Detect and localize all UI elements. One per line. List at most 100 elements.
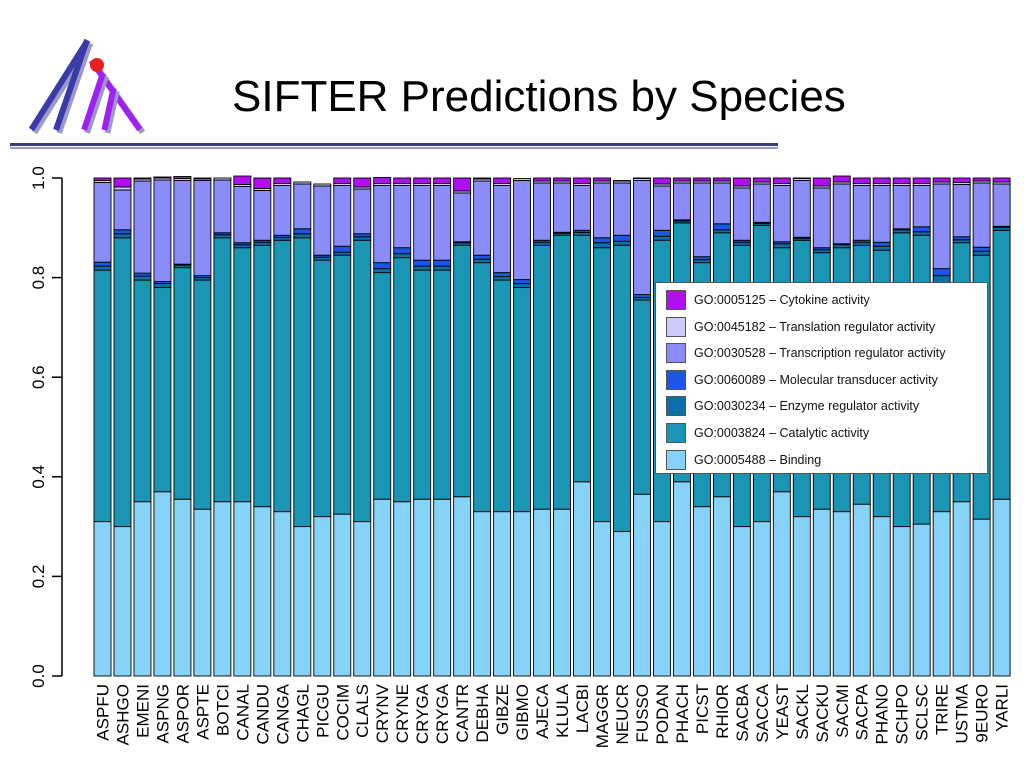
bar-segment xyxy=(732,177,751,187)
category-label: SACCA xyxy=(753,683,772,742)
bar-segment xyxy=(253,177,272,189)
category-label: SCHPO xyxy=(893,684,912,744)
bar-segment xyxy=(573,185,591,231)
bar-segment xyxy=(533,177,552,182)
bar-segment xyxy=(553,177,571,182)
bar-segment xyxy=(413,177,432,184)
bar-segment xyxy=(593,247,611,523)
bar-segment xyxy=(872,241,891,247)
bar-segment xyxy=(652,177,671,185)
y-tick-label: 0.8 xyxy=(29,266,48,290)
legend-label: GO:0030234 – Enzyme regulator activity xyxy=(694,399,920,414)
bar-segment xyxy=(113,229,132,235)
y-tick-label: 0.4 xyxy=(29,465,48,489)
bar-segment xyxy=(473,511,492,677)
bar-segment xyxy=(473,254,492,260)
bar-segment xyxy=(473,177,492,180)
legend-swatch xyxy=(666,343,686,364)
bar-segment xyxy=(832,511,851,677)
bar-segment xyxy=(672,177,691,182)
bar-segment xyxy=(213,501,232,677)
bar-segment xyxy=(912,185,931,228)
category-label: SCLSC xyxy=(913,684,932,741)
bar-segment xyxy=(692,506,711,677)
bar-segment xyxy=(912,226,931,233)
bar-segment xyxy=(513,511,532,677)
bar-segment xyxy=(812,177,831,187)
legend-item: GO:0003824 – Catalytic activity xyxy=(666,423,869,443)
bar-segment xyxy=(972,250,991,256)
bar-segment xyxy=(293,181,312,185)
bar-segment xyxy=(593,177,611,182)
title-underline-dark xyxy=(10,143,778,146)
bar-segment xyxy=(752,183,771,223)
category-label: PHANO xyxy=(873,684,892,744)
legend-swatch xyxy=(666,369,686,390)
bar-segment xyxy=(233,501,252,677)
bar-segment xyxy=(453,192,472,243)
legend-swatch xyxy=(666,423,686,443)
category-label: COCIM xyxy=(333,684,352,741)
bar-segment xyxy=(912,523,931,677)
bar-segment xyxy=(912,177,931,184)
bar-segment xyxy=(213,237,232,503)
category-label: BOTCI xyxy=(213,684,232,736)
bar-segment xyxy=(133,275,152,281)
bar-segment xyxy=(393,185,412,249)
bar-segment xyxy=(872,177,891,184)
bar-segment xyxy=(553,508,571,677)
bar-segment xyxy=(852,185,871,241)
bar-segment xyxy=(892,185,911,230)
bar-segment xyxy=(493,511,512,677)
category-label: KLULA xyxy=(553,683,572,738)
bar-segment xyxy=(333,245,352,253)
bar-segment xyxy=(353,188,372,235)
category-label: ASPNG xyxy=(153,684,172,744)
bar-segment xyxy=(293,237,312,528)
bar-segment xyxy=(892,526,911,677)
category-label: PHACH xyxy=(673,684,692,744)
legend-item: GO:0005488 – Binding xyxy=(666,449,821,470)
bar-segment xyxy=(533,244,552,510)
bar-segment xyxy=(93,261,112,267)
category-label: AJECA xyxy=(533,683,552,738)
category-label: EMENI xyxy=(133,684,152,738)
bar-segment xyxy=(872,245,891,251)
bar-segment xyxy=(712,182,731,225)
category-label: PICST xyxy=(693,684,712,734)
category-label: CLALS xyxy=(353,684,372,738)
bar-segment xyxy=(353,239,372,523)
legend-item: GO:0045182 – Translation regulator activ… xyxy=(666,316,935,337)
bar-segment xyxy=(493,177,512,184)
category-label: GIBMO xyxy=(513,684,532,741)
bar-segment xyxy=(652,229,671,237)
category-label: CRYGA xyxy=(433,683,452,744)
bar-segment xyxy=(273,511,292,677)
bar-segment xyxy=(812,187,831,249)
y-tick-label: 0.6 xyxy=(29,365,48,389)
bar-segment xyxy=(413,265,432,271)
category-label: PODAN xyxy=(653,684,672,744)
bar-segment xyxy=(992,498,1011,677)
category-label: USTMA xyxy=(953,683,972,743)
category-label: SACKU xyxy=(813,684,832,743)
bar-segment xyxy=(493,279,512,513)
category-label: SACPA xyxy=(853,683,872,740)
chart-legend: GO:0005125 – Cytokine activity GO:0045182… xyxy=(655,282,988,474)
bar-segment xyxy=(712,223,731,231)
bar-segment xyxy=(852,503,871,677)
bar-segment xyxy=(293,183,312,230)
bar-segment xyxy=(633,493,651,677)
bar-segment xyxy=(453,496,472,677)
category-label: DEBHA xyxy=(473,683,492,742)
bar-segment xyxy=(433,498,452,677)
bar-segment xyxy=(732,526,751,677)
bar-segment xyxy=(313,183,332,187)
bar-segment xyxy=(213,179,232,234)
bar-segment xyxy=(253,189,272,241)
bar-segment xyxy=(393,247,412,255)
bar-segment xyxy=(133,279,152,503)
category-label: GIBZE xyxy=(493,684,512,735)
bar-segment xyxy=(932,511,951,677)
bar-segment xyxy=(792,180,811,238)
